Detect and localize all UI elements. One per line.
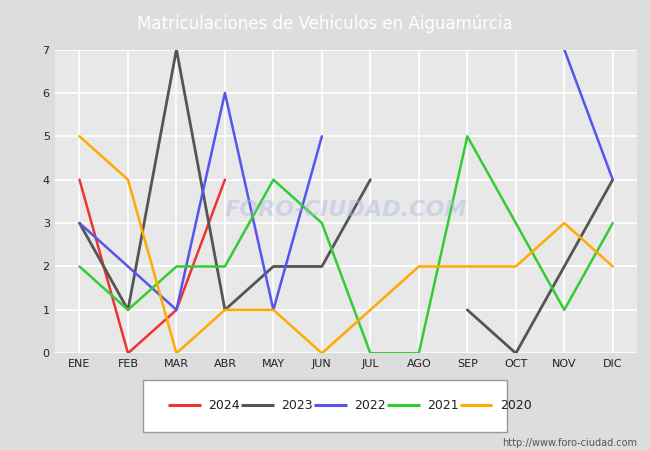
Text: 2022: 2022 [354, 399, 385, 412]
Text: 2023: 2023 [281, 399, 313, 412]
Text: http://www.foro-ciudad.com: http://www.foro-ciudad.com [502, 438, 637, 448]
Text: 2024: 2024 [209, 399, 240, 412]
Text: Matriculaciones de Vehiculos en Aiguamúrcia: Matriculaciones de Vehiculos en Aiguamúr… [137, 14, 513, 33]
Text: 2020: 2020 [500, 399, 532, 412]
Text: FORO-CIUDAD.COM: FORO-CIUDAD.COM [225, 201, 467, 220]
Text: 2021: 2021 [427, 399, 458, 412]
